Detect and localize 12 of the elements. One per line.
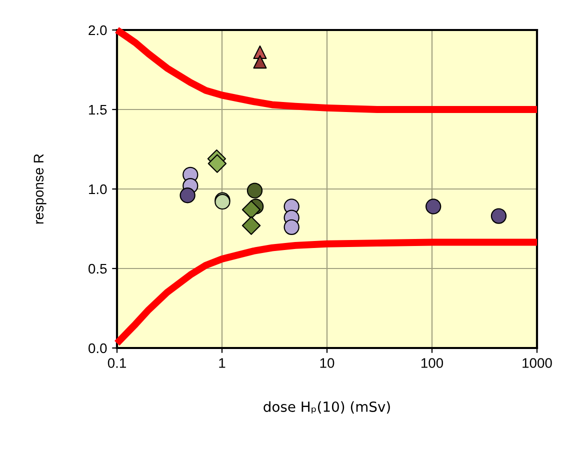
y-tick-label: 1.0 [89, 184, 107, 194]
y-tick-label: 0.0 [88, 343, 107, 354]
x-axis-title: dose Hₚ(10) (mSv) [264, 401, 390, 414]
x-tick-label: 1 [219, 358, 226, 368]
y-tick-label: 0.5 [88, 264, 107, 274]
x-tick-label: 100 [421, 358, 444, 368]
x-tick-label: 10 [320, 358, 334, 368]
y-tick-label: 2.0 [88, 25, 107, 36]
y-axis-title: response R [34, 154, 46, 224]
x-tick-label: 0.1 [108, 358, 126, 368]
x-tick-label: 1000 [522, 358, 552, 368]
y-tick-label: 1.5 [89, 104, 107, 115]
